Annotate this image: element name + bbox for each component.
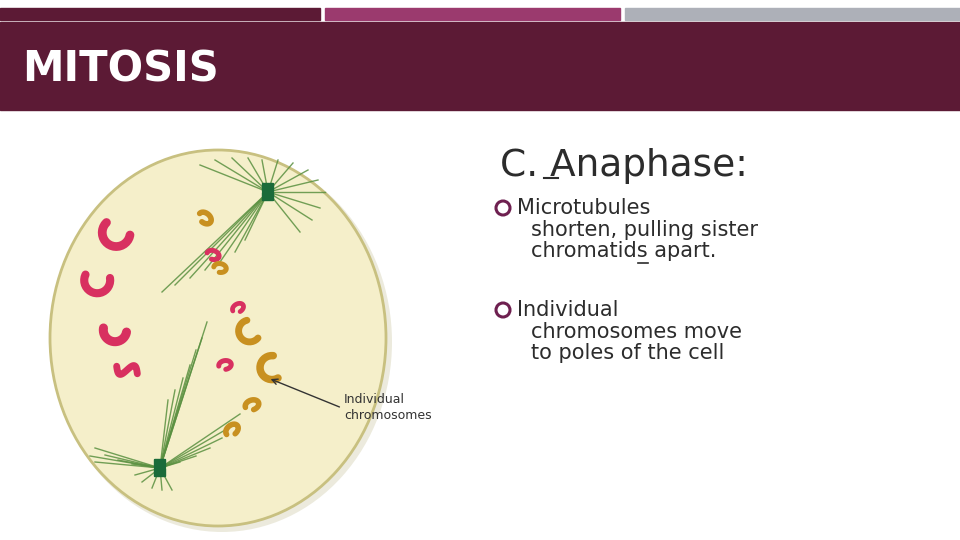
Ellipse shape [50,150,386,526]
FancyBboxPatch shape [262,192,274,200]
Text: shorten, pulling sister: shorten, pulling sister [531,220,758,240]
FancyBboxPatch shape [155,460,165,468]
Ellipse shape [52,152,392,532]
Text: C. Anaphase:: C. Anaphase: [500,148,748,184]
Text: chromatids apart.: chromatids apart. [531,241,716,261]
Text: to poles of the cell: to poles of the cell [531,343,725,363]
FancyBboxPatch shape [155,469,165,476]
FancyBboxPatch shape [262,184,274,192]
Bar [0,8,320,20]
Bar [325,8,620,20]
Text: Microtubules: Microtubules [517,198,650,218]
Text: chromosomes move: chromosomes move [531,322,742,342]
Bar [625,8,960,20]
Text: MITOSIS: MITOSIS [22,49,219,91]
Bar [0,22,960,110]
Text: chromosomes: chromosomes [344,409,432,422]
Text: Individual: Individual [344,393,405,406]
Text: Individual: Individual [517,300,618,320]
